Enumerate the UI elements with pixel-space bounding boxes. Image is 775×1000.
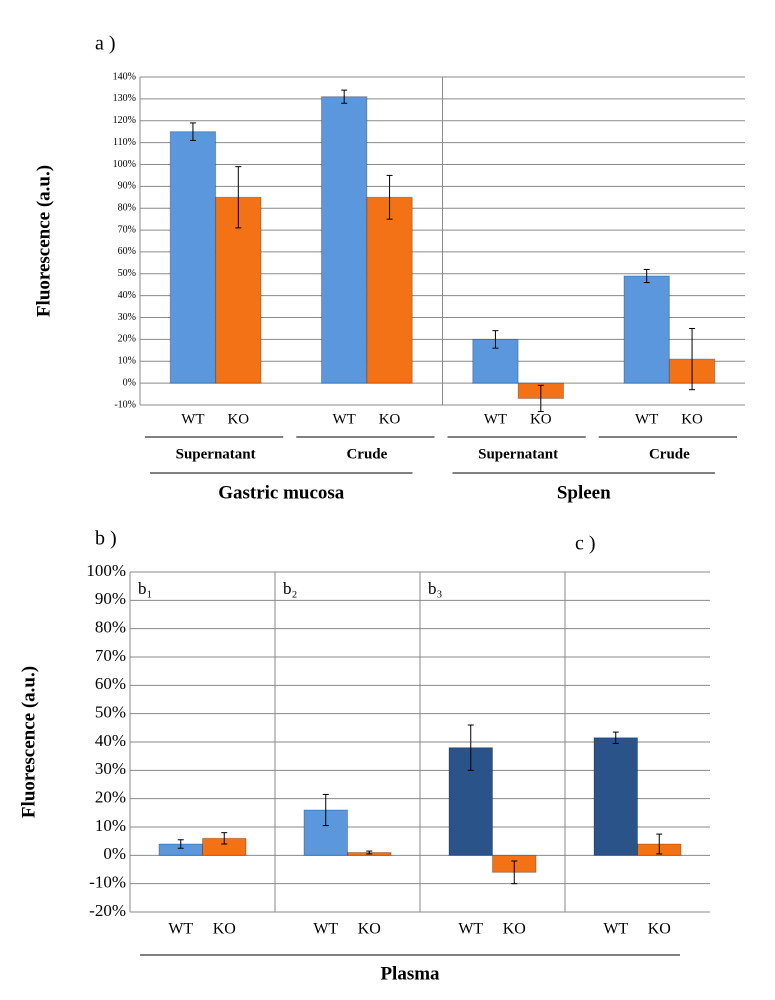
y-tick-label: 20% (95, 788, 126, 807)
section-label: Plasma (380, 963, 440, 984)
bar (321, 96, 368, 384)
y-tick-label: 40% (118, 290, 136, 301)
y-tick-label: 0% (123, 377, 136, 388)
y-axis-label: Fluorescence (a.u.) (33, 165, 54, 317)
x-tick-label: WT (635, 411, 658, 427)
y-tick-label: 0% (103, 844, 126, 863)
bar (169, 131, 217, 384)
x-tick-label: KO (358, 921, 381, 938)
y-tick-label: 60% (118, 246, 136, 257)
y-tick-label: 70% (95, 646, 126, 665)
y-tick-label: 50% (118, 268, 136, 279)
y-tick-label: 120% (113, 115, 136, 126)
y-tick-label: 80% (95, 618, 126, 637)
section-label: Spleen (557, 482, 611, 503)
y-tick-label: 80% (118, 202, 136, 213)
y-axis-label: Fluorescence (a.u.) (18, 666, 39, 818)
panel-label: c ) (575, 533, 596, 555)
group-label: Crude (346, 446, 387, 462)
section-label: Gastric mucosa (218, 482, 345, 503)
group-label: b₁ (138, 579, 152, 598)
x-tick-label: KO (379, 411, 401, 427)
bar (215, 196, 262, 384)
y-tick-label: 50% (95, 703, 126, 722)
y-tick-label: 110% (113, 137, 136, 148)
x-tick-label: KO (213, 921, 236, 938)
y-tick-label: 140% (113, 71, 136, 82)
x-tick-label: WT (603, 921, 628, 938)
y-tick-label: 90% (95, 589, 126, 608)
y-tick-label: 90% (118, 181, 136, 192)
y-tick-label: 10% (95, 816, 126, 835)
y-tick-label: 60% (95, 674, 126, 693)
y-tick-label: -20% (89, 901, 126, 920)
group-label: Crude (649, 446, 690, 462)
y-tick-label: 100% (86, 561, 126, 580)
x-tick-label: WT (181, 411, 204, 427)
bar (366, 196, 413, 384)
y-tick-label: 20% (118, 334, 136, 345)
x-tick-label: KO (530, 411, 552, 427)
x-tick-label: KO (503, 921, 526, 938)
y-tick-label: 70% (118, 224, 136, 235)
y-tick-label: 100% (113, 159, 136, 170)
x-tick-label: WT (313, 921, 338, 938)
group-label: b₃ (428, 579, 443, 598)
y-tick-label: 30% (118, 312, 136, 323)
y-tick-label: 40% (95, 731, 126, 750)
x-tick-label: KO (648, 921, 671, 938)
y-tick-label: 10% (118, 356, 136, 367)
panel-label: b ) (95, 528, 117, 550)
y-tick-label: -10% (89, 873, 126, 892)
x-tick-label: WT (333, 411, 356, 427)
bar (593, 737, 638, 856)
group-label: Supernatant (478, 446, 558, 462)
bar (623, 275, 670, 384)
x-tick-label: KO (681, 411, 703, 427)
x-tick-label: KO (227, 411, 249, 427)
y-tick-label: -10% (114, 399, 136, 410)
y-tick-label: 30% (95, 759, 126, 778)
group-label: Supernatant (176, 446, 256, 462)
x-tick-label: WT (458, 921, 483, 938)
group-label: b₂ (283, 579, 297, 598)
x-tick-label: WT (484, 411, 507, 427)
panel-label: a ) (95, 33, 116, 55)
y-tick-label: 130% (113, 93, 136, 104)
x-tick-label: WT (168, 921, 193, 938)
